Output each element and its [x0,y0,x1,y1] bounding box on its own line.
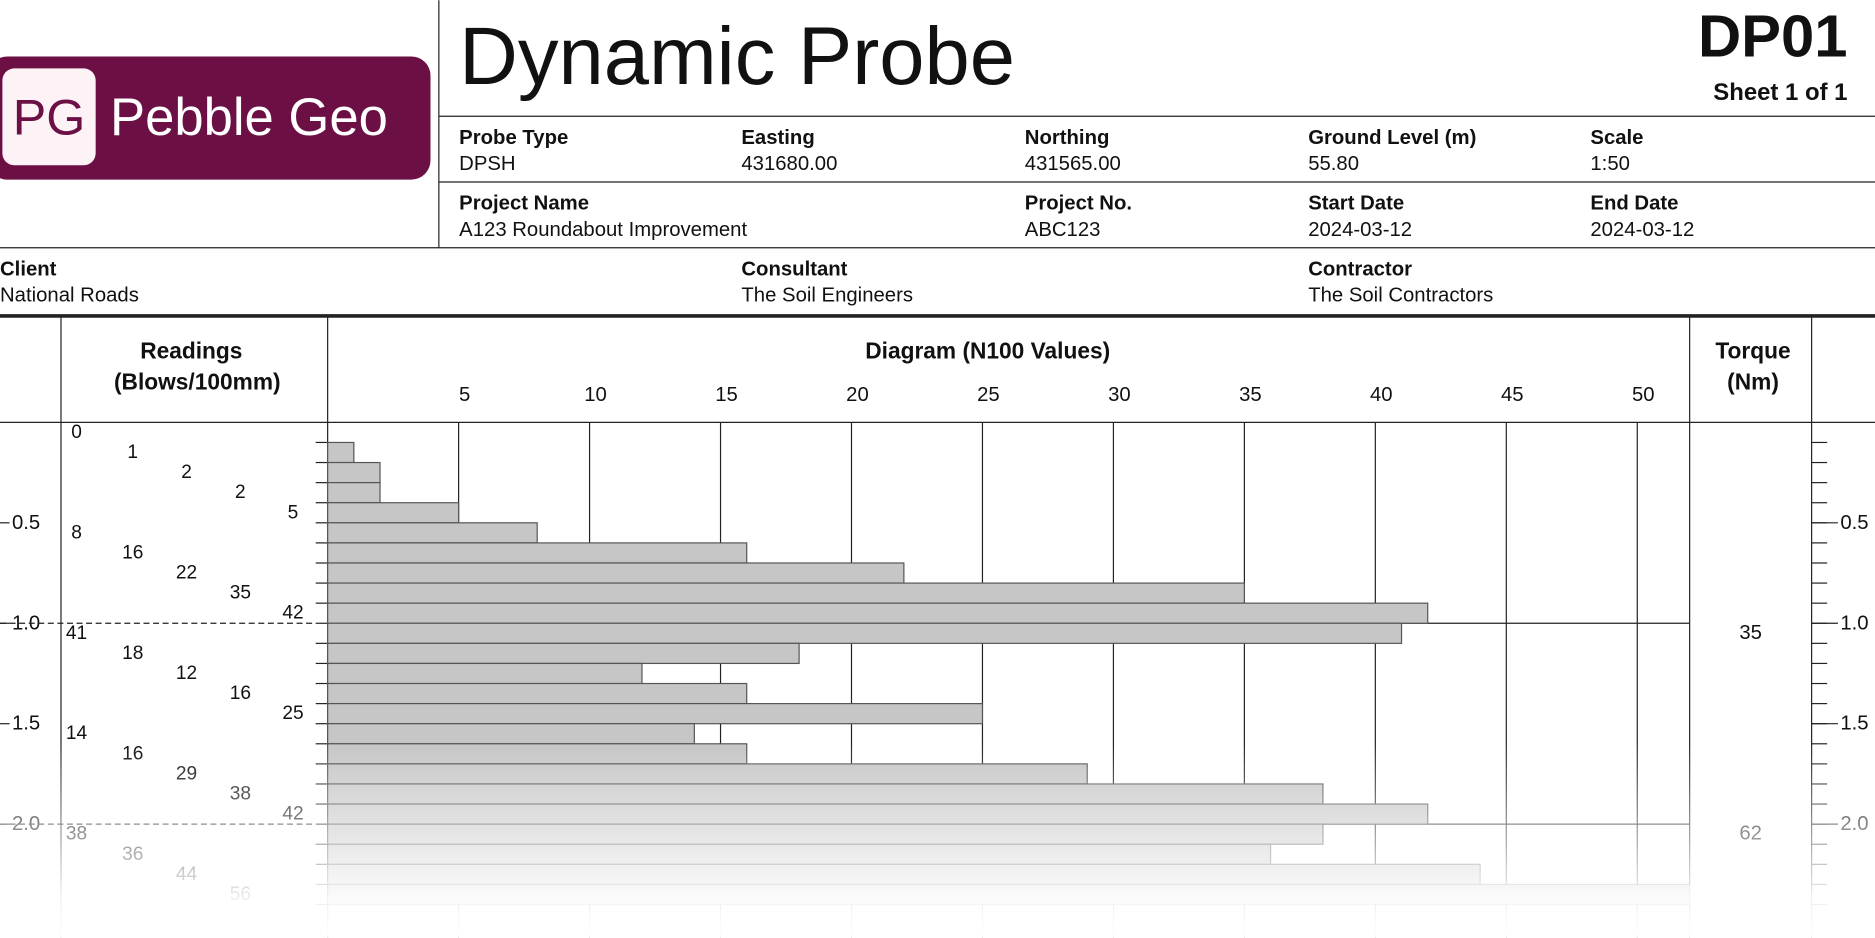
field-value: A123 Roundabout Improvement [459,219,747,241]
field-value: National Roads [0,285,139,307]
y-tick-label: 0.5 [12,512,40,534]
reading: 41 [66,623,87,644]
field-value: 55.80 [1308,153,1359,175]
fade-overlay [0,741,1875,938]
field-value: ABC123 [1025,219,1101,241]
field-label: Contractor [1308,258,1412,280]
y-tick-label: 0.5 [1840,512,1868,534]
torque-title: Torque [1715,338,1790,364]
reading: 16 [230,683,251,704]
reading: 12 [176,663,197,684]
field-label: Project Name [459,193,589,215]
bar [327,542,748,564]
field-value: The Soil Engineers [741,285,913,307]
bar [327,602,1429,624]
bar [327,723,695,745]
readings-subtitle: (Blows/100mm) [114,369,281,395]
bar [327,562,905,584]
bar [327,622,1403,644]
bar [327,482,381,504]
reading: 18 [122,643,143,664]
field-label: Probe Type [459,127,568,149]
reading: 22 [176,563,197,584]
x-tick-label: 15 [715,384,738,406]
x-tick-label: 10 [584,384,607,406]
field-label: Easting [741,127,814,149]
title: Dynamic Probe [459,11,1015,102]
bar [327,682,748,705]
logo-badge [0,56,431,180]
logo-initials: PG [13,89,86,145]
x-tick-label: 30 [1108,384,1131,406]
bar [327,703,984,725]
reading: 16 [122,542,143,563]
field-value: DPSH [459,153,515,175]
reading: 35 [230,583,251,604]
reading: 42 [282,603,303,624]
y-tick-label: 1.0 [12,612,40,634]
field-label: Consultant [741,258,847,280]
probe-id: DP01 [1698,3,1848,70]
x-tick-label: 20 [846,384,869,406]
field-label: End Date [1590,193,1678,215]
field-value: 431565.00 [1025,153,1121,175]
diagram-title: Diagram (N100 Values) [865,338,1110,364]
field-value: 1:50 [1590,153,1630,175]
field-value: 2024-03-12 [1590,219,1694,241]
reading: 14 [66,723,88,744]
bar [327,642,800,665]
reading: 5 [288,502,299,523]
bar [327,502,460,524]
sheet-number: Sheet 1 of 1 [1713,79,1847,106]
field-label: Project No. [1025,193,1132,215]
x-tick-label: 5 [459,384,470,406]
bar [327,582,1245,604]
torque-value: 35 [1739,622,1762,644]
field-value: 431680.00 [741,153,837,175]
logo-text: Pebble Geo [110,88,388,147]
bar [327,662,643,685]
field-value: 2024-03-12 [1308,219,1412,241]
y-tick-label: 1.5 [12,713,40,735]
reading: 2 [235,482,246,503]
reading: 8 [71,522,82,543]
torque-subtitle: (Nm) [1727,369,1779,395]
x-tick-label: 25 [977,384,1000,406]
y-tick-label: 1.5 [1840,713,1868,735]
x-tick-label: 45 [1501,384,1524,406]
reading: 25 [282,703,303,724]
bar [327,441,355,464]
bar [327,522,538,544]
field-value: The Soil Contractors [1308,285,1493,307]
field-label: Northing [1025,127,1110,149]
field-label: Scale [1590,127,1643,149]
field-label: Start Date [1308,193,1404,215]
x-tick-label: 50 [1632,384,1655,406]
field-label: Ground Level (m) [1308,127,1476,149]
field-label: Client [0,258,57,280]
bar [327,461,381,484]
y-tick-label: 1.0 [1840,612,1868,634]
x-tick-label: 40 [1370,384,1393,406]
reading: 1 [127,442,138,463]
x-tick-label: 35 [1239,384,1262,406]
reading: 0 [71,422,82,443]
reading: 2 [181,462,192,483]
readings-title: Readings [140,338,242,364]
logo-mark [2,68,96,166]
